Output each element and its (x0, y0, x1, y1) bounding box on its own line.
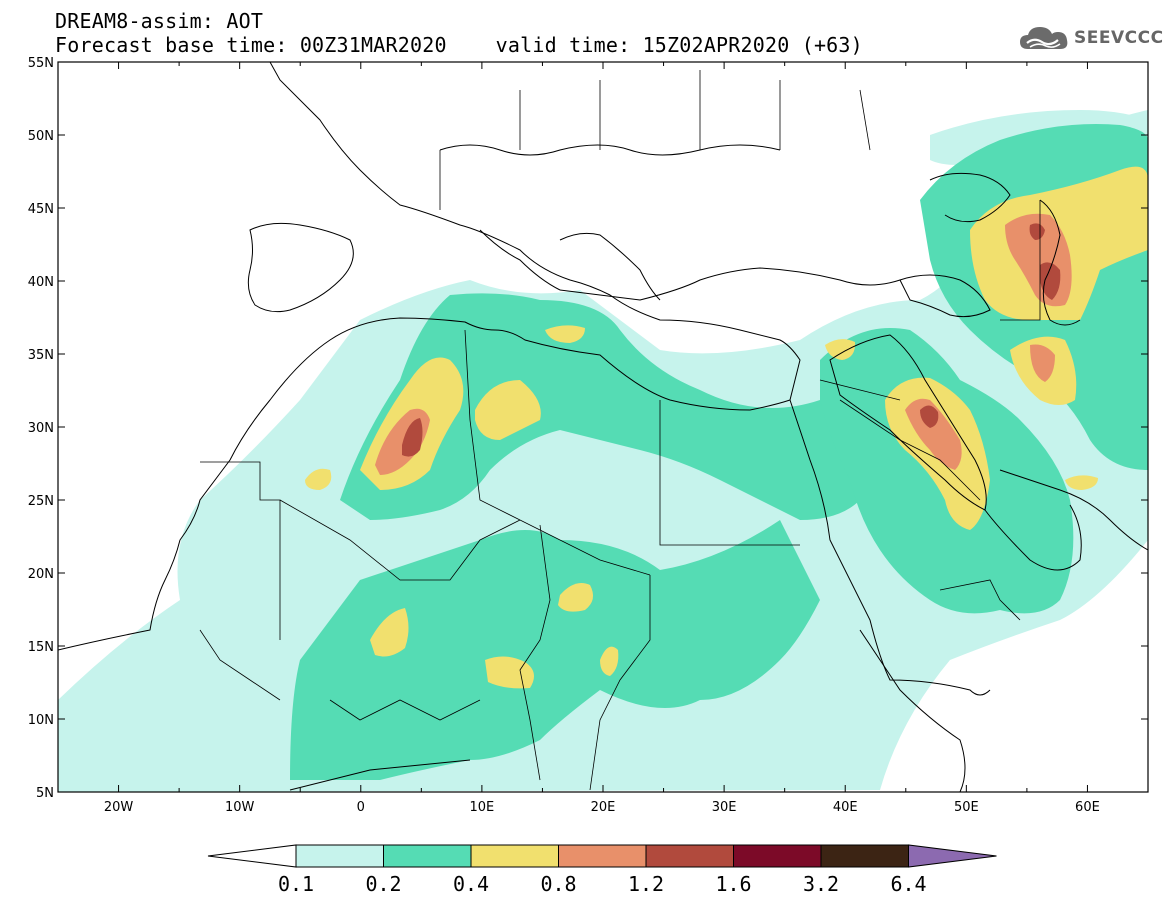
lon-tick-label: 50E (954, 800, 979, 815)
forecast-times: Forecast base time: 00Z31MAR2020 valid t… (55, 33, 863, 57)
lat-tick-label: 20N (28, 567, 54, 582)
lon-tick-label: 0 (357, 800, 365, 815)
axis-ticks (57, 61, 1149, 793)
cloud-icon (1020, 27, 1068, 49)
lat-tick-label: 30N (28, 421, 54, 436)
colorbar-label: 0.8 (540, 872, 577, 896)
lon-tick-label: 10E (470, 800, 495, 815)
lon-tick-label: 30E (712, 800, 737, 815)
colorbar-label: 1.2 (627, 872, 665, 896)
colorbar-under-triangle (207, 844, 297, 868)
lon-tick-label: 10W (225, 800, 255, 815)
lat-tick-label: 25N (28, 494, 54, 509)
lat-tick-label: 40N (28, 275, 54, 290)
lon-tick-label: 20E (591, 800, 616, 815)
colorbar-swatch (558, 844, 647, 868)
colorbar-label: 6.4 (890, 872, 927, 896)
lat-tick-label: 45N (28, 202, 54, 217)
lat-tick-label: 55N (28, 56, 54, 71)
colorbar-swatch (645, 844, 734, 868)
colorbar-label: 0.1 (277, 872, 315, 896)
lon-tick-label: 60E (1075, 800, 1100, 815)
colorbar-label: 1.6 (715, 872, 752, 896)
colorbar-swatch (383, 844, 472, 868)
lat-tick-label: 50N (28, 129, 54, 144)
coastlines (58, 62, 1148, 792)
lon-tick-label: 40E (833, 800, 858, 815)
lat-tick-label: 5N (36, 786, 54, 801)
lat-tick-label: 10N (28, 713, 54, 728)
aot-level-1.2 (402, 223, 1061, 457)
seevccc-logo: SEEVCCC (1018, 22, 1164, 54)
aot-field (58, 62, 1148, 792)
country-borders (199, 70, 1041, 791)
colorbar-label: 3.2 (802, 872, 840, 896)
lon-tick-label: 20W (104, 800, 134, 815)
colorbar-over-triangle (908, 844, 997, 868)
colorbar (207, 844, 997, 868)
colorbar-label: 0.2 (365, 872, 402, 896)
colorbar-swatch (295, 844, 384, 868)
colorbar-swatch (733, 844, 822, 868)
product-title: DREAM8-assim: AOT (55, 9, 264, 33)
colorbar-swatch (820, 844, 909, 868)
colorbar-swatch (470, 844, 559, 868)
axis-tick-labels: 55N 50N 45N 40N 35N 30N 25N 20N 15N 10N 5N 20W 10W 0 1… (28, 56, 1100, 815)
lat-tick-label: 15N (28, 640, 54, 655)
lat-tick-label: 35N (28, 348, 54, 363)
logo-text: SEEVCCC (1074, 28, 1164, 48)
colorbar-label: 0.4 (452, 872, 490, 896)
